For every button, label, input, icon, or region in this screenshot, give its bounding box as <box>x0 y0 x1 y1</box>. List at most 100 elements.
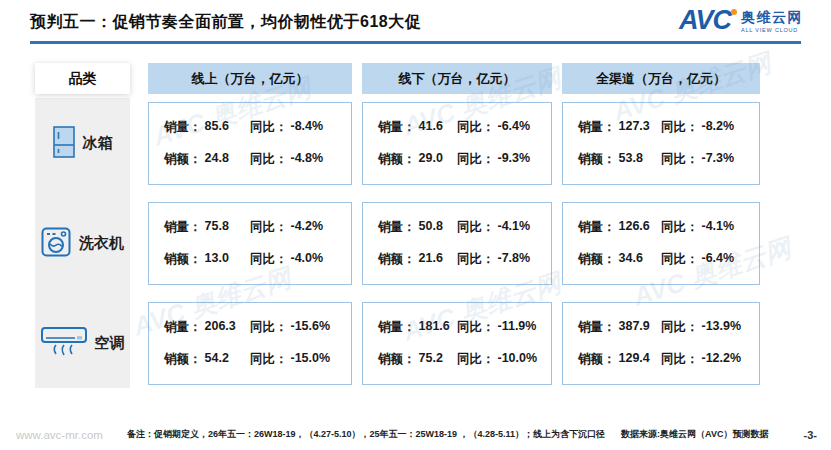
footer: www.avc-mr.com 备注：促销期定义，26年五一：26W18-19，（… <box>16 428 817 441</box>
avc-logo: AVC 奥维云网 ALL VIEW CLOUD <box>679 7 803 34</box>
logo-company-name: 奥维云网 <box>741 10 803 24</box>
yoy-label: 同比： <box>661 319 699 336</box>
amount-yoy-value: -7.3% <box>702 151 735 168</box>
category-cell-aircon: 空调 <box>35 302 130 385</box>
amount-label: 销额： <box>378 151 416 168</box>
yoy-label: 同比： <box>661 351 699 368</box>
yoy-label: 同比： <box>661 119 699 136</box>
data-cell-fridge-allchannel: 销量：127.3 同比：-8.2% 销额：53.8 同比：-7.3% <box>562 102 760 185</box>
volume-yoy-value: -4.1% <box>702 219 735 236</box>
volume-yoy-value: -4.1% <box>498 219 531 236</box>
volume-value: 127.3 <box>619 119 650 136</box>
data-cell-aircon-offline: 销量：181.6 同比：-11.9% 销额：75.2 同比：-10.0% <box>362 302 552 385</box>
amount-value: 75.2 <box>419 351 443 368</box>
volume-yoy-value: -8.4% <box>291 119 324 136</box>
amount-label: 销额： <box>164 151 202 168</box>
volume-label: 销量： <box>164 219 202 236</box>
amount-yoy-value: -9.3% <box>498 151 531 168</box>
offline-header-cell: 线下（万台，亿元） <box>362 63 552 94</box>
amount-yoy-value: -4.8% <box>291 151 324 168</box>
amount-yoy-value: -4.0% <box>291 251 324 268</box>
category-label: 冰箱 <box>83 134 113 153</box>
amount-label: 销额： <box>378 251 416 268</box>
volume-label: 销量： <box>578 219 616 236</box>
volume-yoy-value: -6.4% <box>498 119 531 136</box>
yoy-label: 同比： <box>457 319 495 336</box>
volume-yoy-value: -15.6% <box>291 319 331 336</box>
amount-value: 21.6 <box>419 251 443 268</box>
yoy-label: 同比： <box>457 119 495 136</box>
table-header-row: 品类 线上（万台，亿元） 线下（万台，亿元） 全渠道（万台，亿元） <box>35 63 760 94</box>
data-source: 数据来源:奥维云网（AVC）预测数据 <box>621 428 768 441</box>
table-row-fridge: 冰箱 销量：85.6 同比：-8.4% 销额：24.8 同比：-4.8% 销量：… <box>35 102 760 185</box>
volume-label: 销量： <box>578 319 616 336</box>
allchannel-header-cell: 全渠道（万台，亿元） <box>562 63 760 94</box>
yoy-label: 同比： <box>457 151 495 168</box>
data-cell-washer-allchannel: 销量：126.6 同比：-4.1% 销额：34.6 同比：-6.4% <box>562 202 760 285</box>
amount-label: 销额： <box>578 151 616 168</box>
amount-label: 销额： <box>578 251 616 268</box>
amount-value: 54.2 <box>205 351 229 368</box>
volume-yoy-value: -8.2% <box>702 119 735 136</box>
volume-label: 销量： <box>164 119 202 136</box>
data-cell-washer-online: 销量：75.8 同比：-4.2% 销额：13.0 同比：-4.0% <box>148 202 352 285</box>
logo-subtitle: ALL VIEW CLOUD <box>741 27 803 33</box>
yoy-label: 同比： <box>457 219 495 236</box>
volume-value: 85.6 <box>205 119 229 136</box>
amount-value: 34.6 <box>619 251 643 268</box>
amount-yoy-value: -12.2% <box>702 351 742 368</box>
yoy-label: 同比： <box>250 219 288 236</box>
volume-value: 126.6 <box>619 219 650 236</box>
amount-yoy-value: -7.8% <box>498 251 531 268</box>
yoy-label: 同比： <box>250 319 288 336</box>
page-number: -3- <box>804 429 817 441</box>
volume-value: 41.6 <box>419 119 443 136</box>
logo-dot-icon <box>731 9 737 15</box>
data-cell-fridge-online: 销量：85.6 同比：-8.4% 销额：24.8 同比：-4.8% <box>148 102 352 185</box>
amount-value: 53.8 <box>619 151 643 168</box>
amount-yoy-value: -15.0% <box>291 351 331 368</box>
amount-value: 29.0 <box>419 151 443 168</box>
yoy-label: 同比： <box>250 351 288 368</box>
yoy-label: 同比： <box>661 151 699 168</box>
amount-value: 129.4 <box>619 351 650 368</box>
amount-label: 销额： <box>378 351 416 368</box>
amount-yoy-value: -6.4% <box>702 251 735 268</box>
volume-value: 181.6 <box>419 319 450 336</box>
table-row-washer: 洗衣机 销量：75.8 同比：-4.2% 销额：13.0 同比：-4.0% 销量… <box>35 202 760 285</box>
volume-label: 销量： <box>578 119 616 136</box>
data-cell-fridge-offline: 销量：41.6 同比：-6.4% 销额：29.0 同比：-9.3% <box>362 102 552 185</box>
aircon-icon <box>41 327 87 361</box>
amount-label: 销额： <box>164 251 202 268</box>
volume-label: 销量： <box>378 319 416 336</box>
page-title: 预判五一：促销节奏全面前置，均价韧性优于618大促 <box>30 12 421 33</box>
amount-yoy-value: -10.0% <box>498 351 538 368</box>
amount-value: 24.8 <box>205 151 229 168</box>
volume-value: 387.9 <box>619 319 650 336</box>
category-cell-washer: 洗衣机 <box>35 202 130 285</box>
volume-value: 206.3 <box>205 319 236 336</box>
yoy-label: 同比： <box>250 151 288 168</box>
data-cell-aircon-allchannel: 销量：387.9 同比：-13.9% 销额：129.4 同比：-12.2% <box>562 302 760 385</box>
volume-yoy-value: -4.2% <box>291 219 324 236</box>
yoy-label: 同比： <box>457 351 495 368</box>
category-cell-fridge: 冰箱 <box>35 102 130 185</box>
category-label: 空调 <box>95 334 125 353</box>
volume-label: 销量： <box>164 319 202 336</box>
category-label: 洗衣机 <box>79 234 124 253</box>
volume-yoy-value: -11.9% <box>498 319 537 336</box>
forecast-table: 品类 线上（万台，亿元） 线下（万台，亿元） 全渠道（万台，亿元） 冰箱 <box>35 58 760 390</box>
table-row-aircon: 空调 销量：206.3 同比：-15.6% 销额：54.2 同比：-15.0% … <box>35 302 760 385</box>
online-header-cell: 线上（万台，亿元） <box>148 63 352 94</box>
volume-label: 销量： <box>378 119 416 136</box>
amount-label: 销额： <box>164 351 202 368</box>
title-divider <box>30 41 801 44</box>
volume-value: 75.8 <box>205 219 229 236</box>
avc-logo-text: AVC <box>679 7 731 34</box>
volume-value: 50.8 <box>419 219 443 236</box>
website-url: www.avc-mr.com <box>16 429 103 441</box>
yoy-label: 同比： <box>250 119 288 136</box>
amount-value: 13.0 <box>205 251 229 268</box>
yoy-label: 同比： <box>661 251 699 268</box>
yoy-label: 同比： <box>457 251 495 268</box>
